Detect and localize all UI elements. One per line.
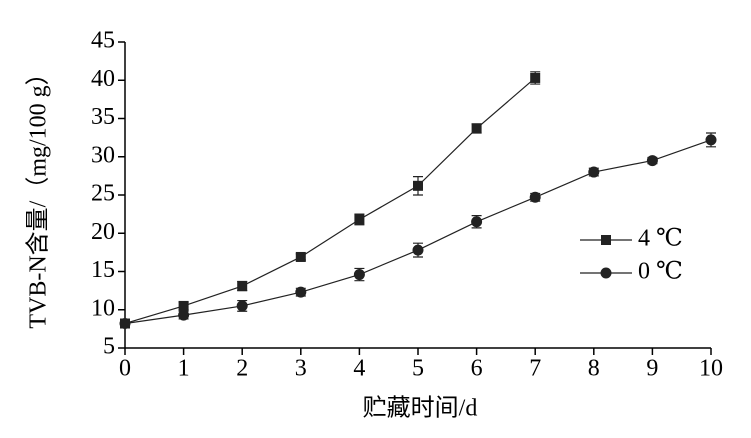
marker [295,286,307,298]
x-tick-label: 9 [646,356,658,382]
x-tick-label: 3 [295,356,307,382]
x-tick-label: 1 [178,356,190,382]
x-tick-label: 5 [412,356,424,382]
y-tick-label: 15 [91,257,115,283]
y-tick-label: 35 [91,104,115,130]
y-tick-label: 40 [91,66,115,92]
x-axis-label: 贮藏时间/d [363,395,478,422]
y-axis-label: TVB-N含量/（mg/100 g） [25,61,52,328]
marker [236,300,248,312]
marker [705,134,717,146]
marker [178,300,189,311]
x-tick-label: 8 [588,356,600,382]
marker [178,309,190,321]
marker [119,318,131,330]
x-tick-label: 6 [471,356,483,382]
y-tick-label: 20 [91,219,115,245]
x-tick-label: 2 [236,356,248,382]
marker [588,166,600,178]
marker [237,281,248,292]
x-tick-label: 4 [353,356,365,382]
marker [471,216,483,228]
marker [353,269,365,281]
legend-label: 4 ℃ [638,226,683,252]
y-tick-label: 10 [91,295,115,321]
legend-label: 0 ℃ [638,259,683,285]
marker [530,72,541,83]
series-line [124,77,536,325]
marker [413,180,423,191]
x-tick-label: 0 [119,356,131,382]
y-tick-label: 25 [91,181,115,207]
legend-marker [600,267,612,279]
marker [471,123,482,134]
x-tick-label: 10 [699,356,723,382]
marker [295,251,306,262]
marker [354,214,365,225]
marker [529,191,541,203]
marker [646,155,658,167]
y-tick-label: 45 [91,28,115,54]
marker [412,244,424,256]
legend-marker [601,235,611,245]
x-tick-label: 7 [529,356,541,382]
y-tick-label: 30 [91,142,115,168]
y-tick-label: 5 [103,334,115,360]
